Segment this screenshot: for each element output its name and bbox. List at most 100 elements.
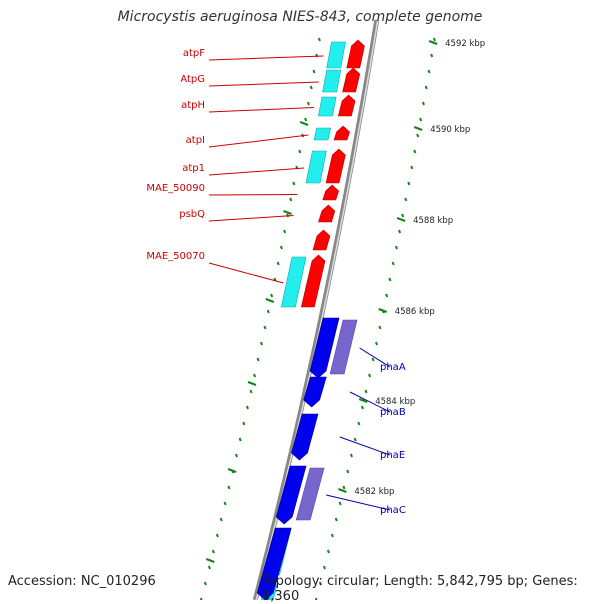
forward-cds-box — [313, 127, 331, 141]
forward-gene-label: atpI — [186, 135, 205, 146]
inner-tick-dot — [292, 181, 296, 186]
inner-tick-dot — [207, 565, 211, 570]
outer-tick-dot — [410, 165, 414, 170]
tick-label: 4590 kbp — [430, 125, 470, 135]
forward-cds-box — [326, 41, 346, 69]
major-tick — [358, 397, 368, 404]
inner-tick-dot — [263, 325, 267, 330]
outer-tick-dot — [357, 421, 361, 426]
forward-cds-box — [280, 256, 307, 308]
major-tick — [428, 39, 438, 46]
tick-label: 4582 kbp — [354, 487, 394, 497]
inner-major-tick — [205, 557, 215, 564]
outer-tick-dot — [338, 501, 342, 506]
reverse-gene-arrow — [275, 465, 307, 525]
inner-tick-dot — [266, 309, 270, 314]
outer-tick-dot — [371, 357, 375, 362]
inner-tick-dot — [283, 229, 287, 234]
forward-gene-arrow — [318, 204, 336, 223]
inner-tick-dot — [276, 261, 280, 266]
forward-gene-leader — [208, 262, 284, 284]
forward-gene-arrow — [346, 39, 365, 69]
forward-gene-leader — [208, 167, 305, 176]
outer-tick-dot — [401, 213, 405, 218]
forward-gene-label: AtpG — [180, 74, 205, 85]
inner-tick-dot — [304, 117, 308, 122]
reverse-gene-arrow — [309, 317, 340, 379]
map-title: Microcystis aeruginosa NIES-843, complet… — [117, 9, 483, 25]
outer-tick-dot — [353, 437, 357, 442]
forward-cds-box — [322, 69, 342, 93]
inner-tick-dot — [219, 517, 223, 522]
inner-tick-dot — [309, 85, 313, 90]
outer-tick-dot — [326, 549, 330, 554]
outer-tick-dot — [368, 373, 372, 378]
inner-tick-dot — [215, 533, 219, 538]
forward-gene-leader — [208, 134, 309, 148]
inner-tick-dot — [245, 405, 249, 410]
inner-tick-dot — [298, 149, 302, 154]
outer-tick-dot — [346, 469, 350, 474]
forward-gene-leader — [208, 215, 294, 222]
inner-major-tick — [227, 467, 237, 474]
outer-tick-dot — [349, 453, 353, 458]
outer-tick-dot — [416, 133, 420, 138]
forward-gene-label: MAE_50090 — [146, 183, 205, 194]
major-tick — [413, 125, 423, 132]
forward-gene-leader — [208, 107, 314, 113]
outer-tick-dot — [430, 53, 434, 58]
outer-tick-dot — [322, 565, 326, 570]
reverse-gene-leader — [359, 347, 391, 368]
accession-label: Accession: NC_010296 — [8, 574, 156, 589]
outer-tick-dot — [413, 149, 417, 154]
reverse-cds-box — [329, 319, 358, 375]
outer-tick-dot — [378, 325, 382, 330]
tick-label: 4588 kbp — [413, 216, 453, 226]
tick-label: 4584 kbp — [375, 397, 415, 407]
major-tick — [378, 307, 388, 314]
forward-gene-leader — [208, 194, 298, 196]
reverse-gene-leader — [339, 436, 391, 456]
outer-tick-dot — [388, 277, 392, 282]
inner-tick-dot — [203, 581, 207, 586]
forward-gene-leader — [208, 81, 319, 87]
outer-tick-dot — [424, 85, 428, 90]
forward-gene-arrow — [312, 229, 331, 251]
outer-tick-dot — [342, 485, 346, 490]
inner-tick-dot — [317, 37, 321, 42]
inner-tick-dot — [227, 485, 231, 490]
outer-tick-dot — [427, 69, 431, 74]
inner-tick-dot — [253, 373, 257, 378]
reverse-gene-arrow — [303, 376, 327, 408]
tick-label: 4586 kbp — [395, 307, 435, 317]
forward-gene-label: MAE_50070 — [146, 251, 205, 262]
inner-tick-dot — [223, 501, 227, 506]
reverse-gene-leader — [326, 494, 391, 511]
major-tick — [338, 487, 347, 494]
forward-gene-arrow — [300, 254, 326, 308]
inner-major-tick — [247, 380, 257, 387]
inner-tick-dot — [312, 69, 316, 74]
forward-cds-box — [317, 96, 337, 117]
forward-gene-arrow — [325, 148, 346, 184]
inner-tick-dot — [238, 437, 242, 442]
outer-tick-dot — [334, 517, 338, 522]
outer-tick-dot — [374, 341, 379, 346]
forward-gene-arrow — [337, 94, 356, 117]
inner-tick-dot — [242, 421, 246, 426]
inner-tick-dot — [279, 245, 283, 250]
forward-gene-label: atpH — [181, 100, 205, 111]
reverse-gene-label: phaC — [380, 505, 406, 516]
inner-major-tick — [299, 120, 309, 127]
inner-major-tick — [265, 297, 275, 304]
inner-tick-dot — [234, 453, 238, 458]
forward-gene-arrow — [333, 125, 350, 141]
outer-tick-dot — [432, 37, 436, 42]
genome-backbone — [252, 19, 380, 601]
reverse-gene-label: phaA — [380, 362, 406, 373]
forward-gene-label: atpF — [183, 48, 205, 59]
outer-tick-dot — [419, 117, 423, 122]
reverse-gene-arrow — [256, 527, 292, 601]
outer-tick-dot — [318, 581, 322, 586]
